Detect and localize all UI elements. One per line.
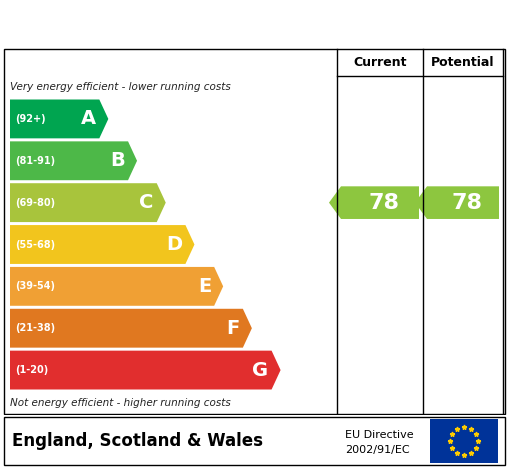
Text: G: G — [252, 361, 269, 380]
Text: (39-54): (39-54) — [15, 281, 55, 291]
Polygon shape — [10, 183, 166, 222]
Text: F: F — [227, 318, 240, 338]
Text: D: D — [166, 235, 182, 254]
Text: (1-20): (1-20) — [15, 365, 48, 375]
Text: (69-80): (69-80) — [15, 198, 55, 208]
Polygon shape — [10, 267, 223, 306]
Text: Energy Efficiency Rating: Energy Efficiency Rating — [9, 12, 335, 36]
Polygon shape — [10, 309, 252, 347]
Text: Current: Current — [353, 56, 407, 69]
Bar — [430, 419, 498, 463]
Text: Not energy efficient - higher running costs: Not energy efficient - higher running co… — [10, 398, 231, 408]
Polygon shape — [10, 225, 194, 264]
Text: B: B — [110, 151, 125, 170]
Polygon shape — [10, 351, 280, 389]
Text: EU Directive: EU Directive — [345, 430, 414, 440]
Text: (81-91): (81-91) — [15, 156, 55, 166]
Text: (92+): (92+) — [15, 114, 46, 124]
Polygon shape — [415, 186, 499, 219]
Text: E: E — [198, 277, 211, 296]
Text: A: A — [81, 109, 96, 128]
Polygon shape — [329, 186, 419, 219]
Text: 78: 78 — [451, 193, 482, 212]
Text: (55-68): (55-68) — [15, 240, 55, 249]
Text: (21-38): (21-38) — [15, 323, 55, 333]
Polygon shape — [10, 99, 108, 138]
Text: C: C — [139, 193, 154, 212]
Text: England, Scotland & Wales: England, Scotland & Wales — [12, 432, 263, 450]
Text: 78: 78 — [368, 193, 399, 212]
Text: Potential: Potential — [431, 56, 495, 69]
Polygon shape — [10, 142, 137, 180]
Text: Very energy efficient - lower running costs: Very energy efficient - lower running co… — [10, 82, 231, 92]
Text: 2002/91/EC: 2002/91/EC — [345, 446, 410, 455]
